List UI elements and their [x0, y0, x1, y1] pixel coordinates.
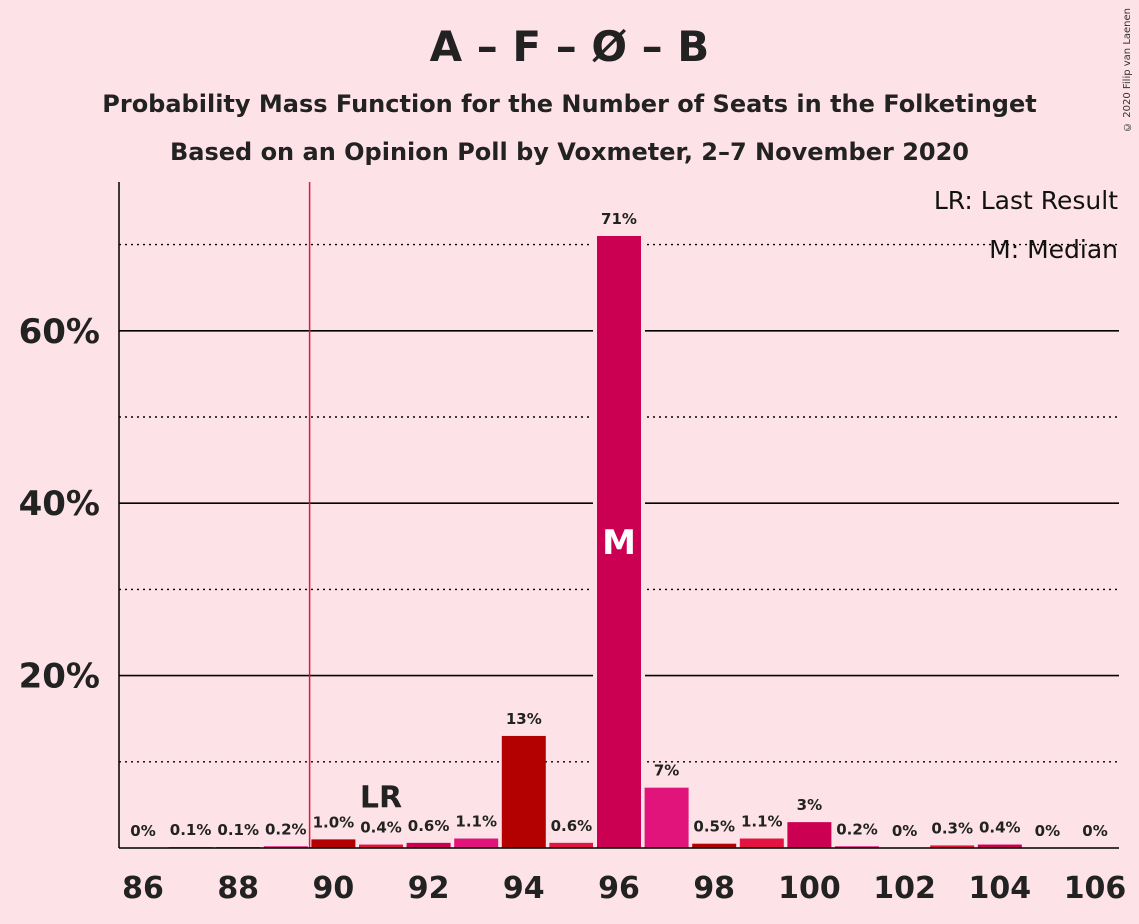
- bar-seat-103: [930, 845, 975, 848]
- last-result-marker: LR: [360, 781, 402, 816]
- y-tick-label: 40%: [19, 484, 100, 524]
- data-label-seat-94: 13%: [506, 710, 542, 728]
- data-label-seat-86: 0%: [130, 822, 155, 840]
- x-tick-label: 106: [1064, 871, 1127, 906]
- y-tick-label: 60%: [19, 312, 100, 352]
- chart-title: A – F – Ø – B: [429, 22, 710, 71]
- x-tick-label: 96: [598, 871, 640, 906]
- chart-subtitle: Probability Mass Function for the Number…: [102, 90, 1037, 118]
- x-tick-label: 102: [873, 871, 936, 906]
- bar-seat-104: [977, 844, 1022, 848]
- data-label-seat-103: 0.3%: [931, 819, 973, 837]
- data-label-seat-87: 0.1%: [170, 821, 212, 839]
- data-label-seat-91: 0.4%: [360, 819, 402, 837]
- data-label-seat-106: 0%: [1082, 822, 1107, 840]
- bar-seat-99: [739, 838, 784, 848]
- data-labels: 0% 0.1% 0.1% 0.2% 1.0% 0.4% 0.6% 1.1% 13% 0.6% 71%…: [130, 210, 1107, 840]
- bars: [168, 231, 1022, 849]
- x-tick-label: 98: [693, 871, 735, 906]
- x-tick-label: 90: [313, 871, 355, 906]
- legend-median: M: Median: [989, 235, 1118, 264]
- chart-source-subtitle: Based on an Opinion Poll by Voxmeter, 2–…: [169, 138, 970, 166]
- bar-seat-92: [406, 842, 451, 848]
- legend: LR: Last Result M: Median: [934, 186, 1118, 264]
- data-label-seat-101: 0.2%: [836, 820, 878, 838]
- x-tick-label: 88: [217, 871, 259, 906]
- data-label-seat-96: 71%: [601, 210, 637, 228]
- data-label-seat-95: 0.6%: [551, 817, 593, 835]
- data-label-seat-105: 0%: [1035, 822, 1060, 840]
- x-tick-label: 86: [122, 871, 164, 906]
- x-tick-label: 100: [778, 871, 841, 906]
- bar-seat-89: [263, 846, 308, 848]
- data-label-seat-98: 0.5%: [693, 818, 735, 836]
- x-tick-label: 92: [408, 871, 450, 906]
- x-tick-label: 104: [968, 871, 1031, 906]
- bar-seat-100: [787, 822, 832, 848]
- data-label-seat-99: 1.1%: [741, 813, 783, 831]
- median-marker: M: [602, 523, 636, 563]
- data-label-seat-93: 1.1%: [455, 813, 497, 831]
- data-label-seat-102: 0%: [892, 822, 917, 840]
- data-label-seat-100: 3%: [797, 796, 822, 814]
- x-tick-label: 94: [503, 871, 545, 906]
- data-label-seat-97: 7%: [654, 762, 679, 780]
- data-label-seat-89: 0.2%: [265, 820, 307, 838]
- data-label-seat-104: 0.4%: [979, 819, 1021, 837]
- data-label-seat-90: 1.0%: [313, 813, 355, 831]
- bar-seat-93: [454, 838, 499, 848]
- y-tick-label: 20%: [19, 657, 100, 697]
- bar-seat-96: [597, 235, 641, 849]
- bar-seat-101: [835, 846, 879, 848]
- bar-seat-94: [501, 735, 546, 848]
- axes: 20% 40% 60% 86 88 90 92 94 96 98 100 102 104 106: [19, 182, 1127, 906]
- bar-seat-98: [692, 843, 737, 848]
- data-label-seat-88: 0.1%: [217, 821, 259, 839]
- bar-seat-90: [311, 839, 356, 848]
- data-label-seat-92: 0.6%: [408, 817, 450, 835]
- bar-seat-91: [359, 844, 403, 848]
- legend-last-result: LR: Last Result: [934, 186, 1118, 215]
- bar-seat-95: [549, 842, 594, 848]
- bar-seat-97: [644, 787, 689, 848]
